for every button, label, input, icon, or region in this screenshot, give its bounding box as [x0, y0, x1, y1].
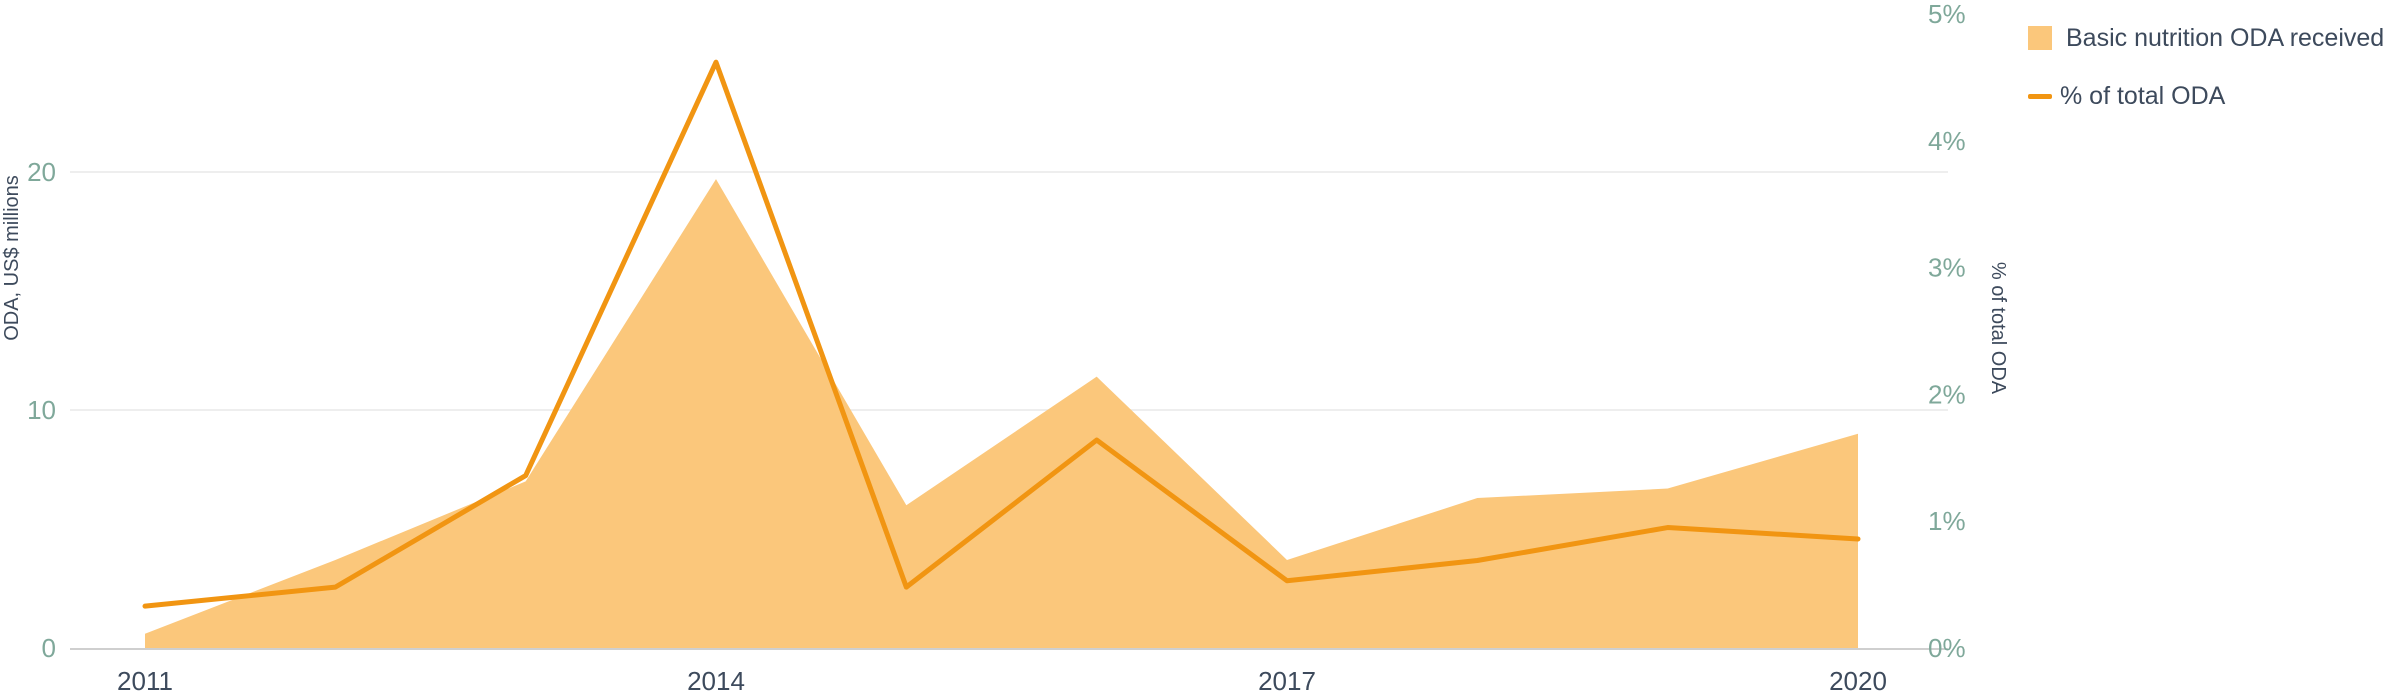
right-axis-tick-label: 1% [1928, 506, 1966, 536]
legend-swatch-area [2028, 26, 2052, 50]
grid-lines [70, 171, 1948, 411]
right-axis-tick-label: 4% [1928, 126, 1966, 156]
left-axis-tick-label: 0 [42, 633, 56, 663]
left-axis-ticks: 0 10 20 [27, 157, 56, 663]
right-axis-tick-label: 0% [1928, 633, 1966, 663]
legend-label-line: % of total ODA [2060, 81, 2226, 110]
legend-swatch-line [2028, 93, 2052, 99]
area-series-basic-nutrition-oda [145, 179, 1858, 648]
right-axis-tick-label: 2% [1928, 379, 1966, 409]
right-axis-tick-label: 3% [1928, 253, 1966, 283]
x-axis-tick-label: 2017 [1258, 666, 1316, 696]
legend-item-line[interactable]: % of total ODA [2028, 76, 2384, 116]
left-axis-title: ODA, US$ millions [1, 175, 23, 341]
legend: Basic nutrition ODA received % of total … [2028, 18, 2384, 134]
x-axis-tick-label: 2014 [687, 666, 745, 696]
right-axis-ticks: 0% 1% 2% 3% 4% 5% [1928, 0, 1966, 663]
left-axis-tick-label: 10 [27, 395, 56, 425]
legend-item-area[interactable]: Basic nutrition ODA received [2028, 18, 2384, 58]
left-axis-tick-label: 20 [27, 157, 56, 187]
x-axis-ticks: 2011 2014 2017 2020 [117, 666, 1887, 696]
x-axis-tick-label: 2011 [117, 666, 173, 696]
line-series-percent-total-oda [142, 59, 1861, 609]
x-axis-tick-label: 2020 [1829, 666, 1887, 696]
right-axis-title: % of total ODA [1987, 262, 2009, 395]
right-axis-tick-label: 5% [1928, 0, 1966, 29]
legend-label-area: Basic nutrition ODA received [2066, 23, 2385, 52]
